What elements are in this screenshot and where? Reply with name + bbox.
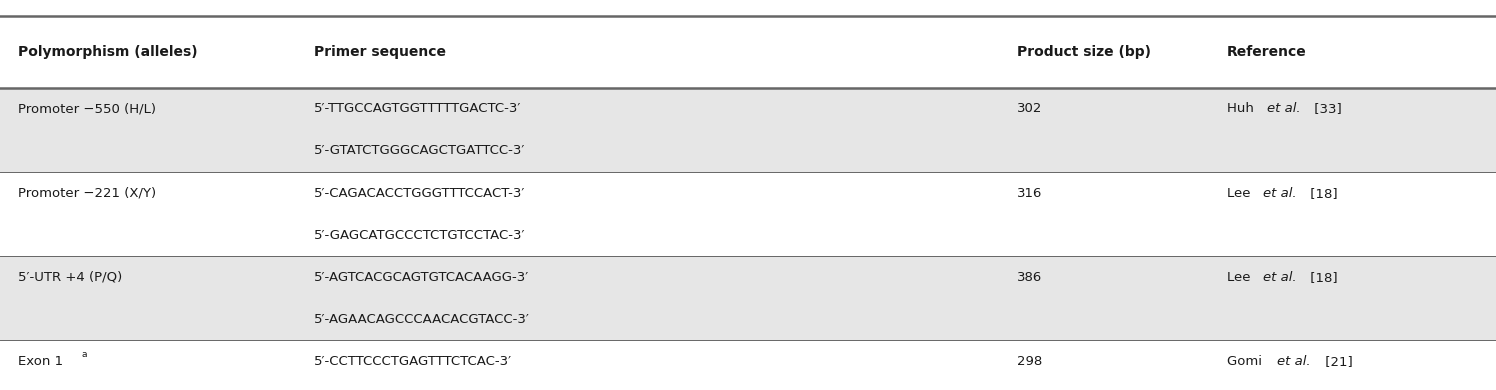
Text: et al.: et al. bbox=[1263, 186, 1296, 200]
Text: Exon 1: Exon 1 bbox=[18, 355, 63, 368]
Text: 5′-GTATCTGGGCAGCTGATTCC-3′: 5′-GTATCTGGGCAGCTGATTCC-3′ bbox=[314, 144, 525, 158]
Text: Lee: Lee bbox=[1227, 271, 1255, 284]
Text: Reference: Reference bbox=[1227, 45, 1306, 58]
Text: a: a bbox=[82, 350, 87, 359]
Bar bbox=[0, 256, 1496, 340]
Text: Gomi: Gomi bbox=[1227, 355, 1266, 368]
Text: 302: 302 bbox=[1017, 102, 1043, 115]
Text: Polymorphism (alleles): Polymorphism (alleles) bbox=[18, 45, 197, 58]
Text: [33]: [33] bbox=[1310, 102, 1342, 115]
Text: Promoter −221 (X/Y): Promoter −221 (X/Y) bbox=[18, 186, 156, 200]
Text: 5′-UTR +4 (P/Q): 5′-UTR +4 (P/Q) bbox=[18, 271, 123, 284]
Text: 5′-CAGACACCTGGGTTTCCACT-3′: 5′-CAGACACCTGGGTTTCCACT-3′ bbox=[314, 186, 525, 200]
Text: 316: 316 bbox=[1017, 186, 1043, 200]
Text: Huh: Huh bbox=[1227, 102, 1258, 115]
Text: 298: 298 bbox=[1017, 355, 1043, 368]
Text: et al.: et al. bbox=[1263, 271, 1296, 284]
Text: Promoter −550 (H/L): Promoter −550 (H/L) bbox=[18, 102, 156, 115]
Text: et al.: et al. bbox=[1267, 102, 1300, 115]
Text: Primer sequence: Primer sequence bbox=[314, 45, 446, 58]
Text: [18]: [18] bbox=[1306, 271, 1337, 284]
Text: 5′-AGTCACGCAGTGTCACAAGG-3′: 5′-AGTCACGCAGTGTCACAAGG-3′ bbox=[314, 271, 530, 284]
Text: Lee: Lee bbox=[1227, 186, 1255, 200]
Bar bbox=[0, 88, 1496, 172]
Bar bbox=[0, 172, 1496, 256]
Text: 5′-AGAACAGCCCAACACGTACC-3′: 5′-AGAACAGCCCAACACGTACC-3′ bbox=[314, 313, 530, 326]
Text: [18]: [18] bbox=[1306, 186, 1337, 200]
Text: et al.: et al. bbox=[1278, 355, 1310, 368]
Text: 5′-CCTTCCCTGAGTTTCTCAC-3′: 5′-CCTTCCCTGAGTTTCTCAC-3′ bbox=[314, 355, 512, 368]
Text: 5′-TTGCCAGTGGTTTTTGACTC-3′: 5′-TTGCCAGTGGTTTTTGACTC-3′ bbox=[314, 102, 522, 115]
Text: 5′-GAGCATGCCCTCTGTCCTAC-3′: 5′-GAGCATGCCCTCTGTCCTAC-3′ bbox=[314, 229, 525, 242]
Text: Product size (bp): Product size (bp) bbox=[1017, 45, 1152, 58]
Bar bbox=[0, 340, 1496, 390]
Text: 386: 386 bbox=[1017, 271, 1043, 284]
Text: [21]: [21] bbox=[1321, 355, 1352, 368]
